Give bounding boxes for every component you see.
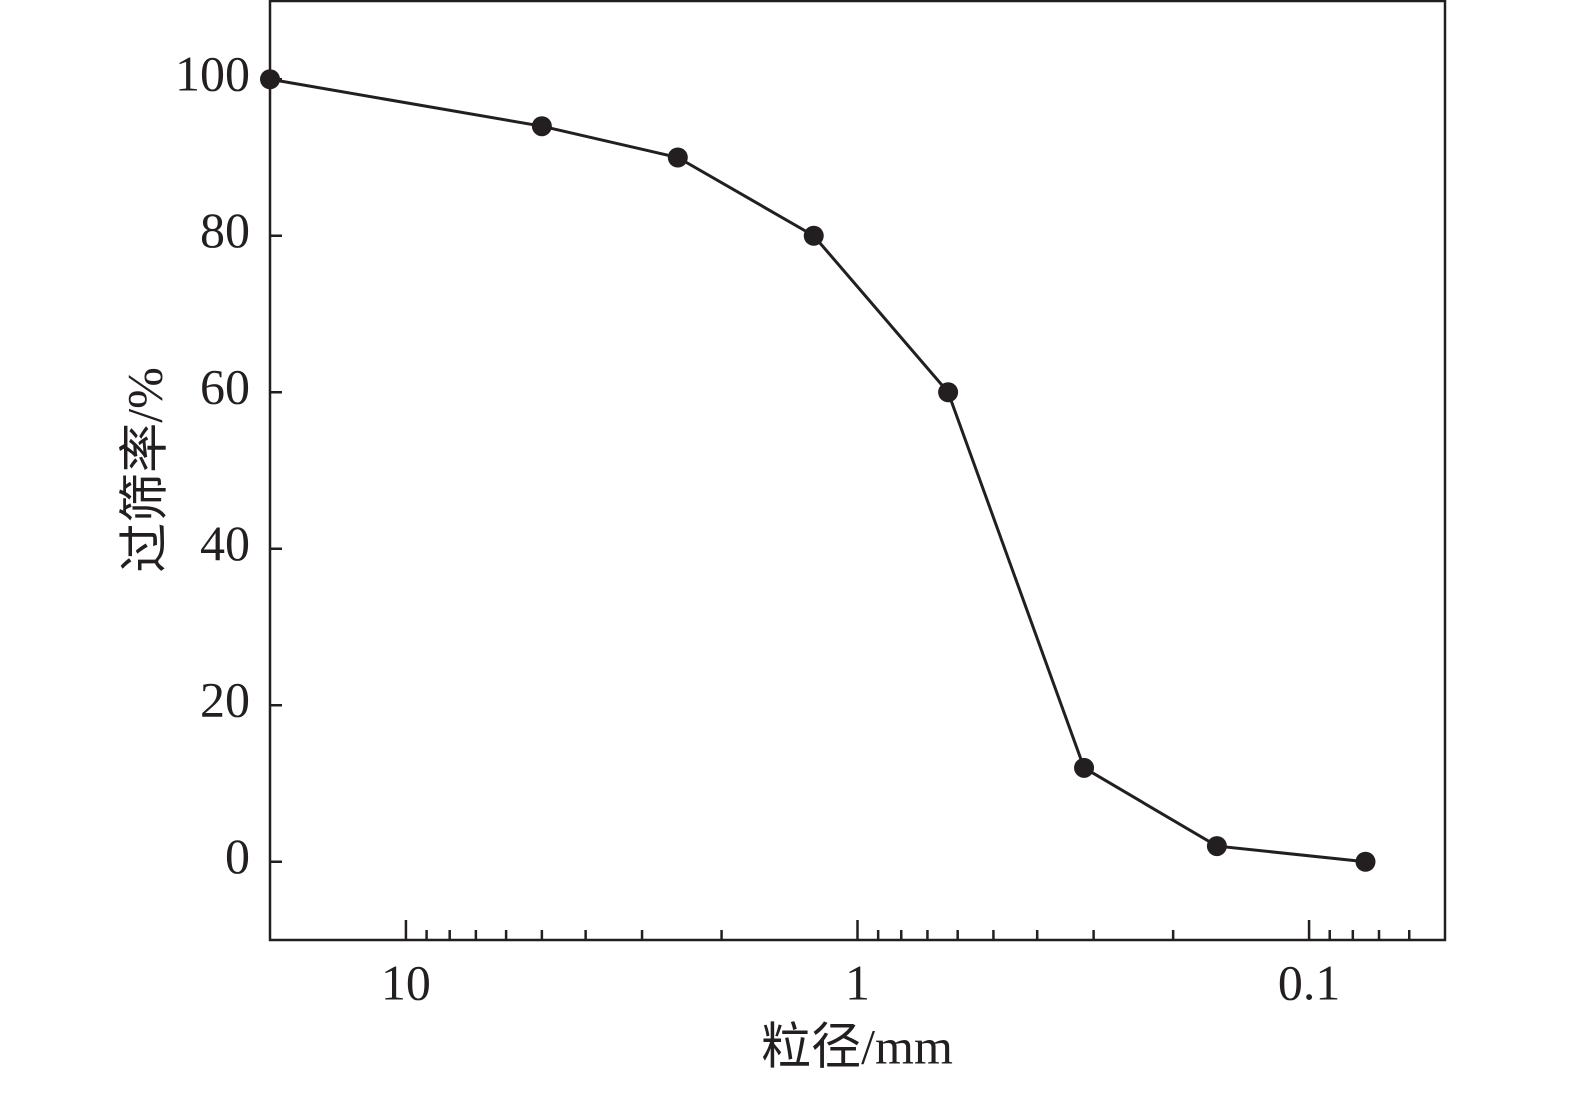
line — [269, 77, 1366, 864]
point — [938, 382, 959, 403]
point — [531, 116, 552, 137]
x-tick-label: 1 — [845, 954, 870, 1010]
point — [1355, 851, 1376, 872]
point — [1206, 836, 1227, 857]
plot-frame — [268, 0, 1447, 942]
point — [1074, 757, 1095, 778]
point — [803, 225, 824, 246]
x-axis-label: 粒径/mm — [761, 1018, 953, 1074]
y-tick-label: 20 — [200, 672, 250, 728]
y-tick-label: 100 — [175, 46, 250, 102]
x-tick-label: 0.1 — [1278, 954, 1341, 1010]
y-tick-label: 80 — [200, 202, 250, 258]
point — [667, 147, 688, 168]
y-tick-label: 40 — [200, 515, 250, 571]
y-tick-label: 0 — [225, 828, 250, 884]
point — [260, 69, 280, 90]
y-axis-label: 过筛率/% — [116, 367, 172, 573]
x-tick-label: 10 — [381, 954, 431, 1010]
y-tick-label: 60 — [200, 359, 250, 415]
